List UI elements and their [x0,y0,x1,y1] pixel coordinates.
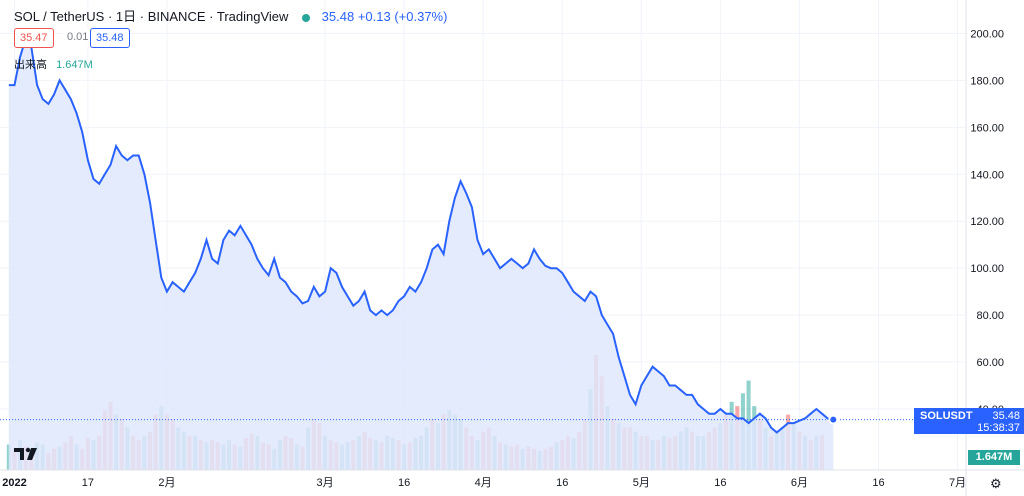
y-tick-label: 120.00 [970,216,1004,228]
price-tag-price: 35.48 [992,410,1020,422]
x-tick-label: 17 [82,477,94,489]
last-price: 35.48 [321,9,355,24]
x-tick-label: 16 [872,477,884,489]
volume-label: 出来高 [14,59,47,71]
y-tick-label: 100.00 [970,263,1004,275]
y-tick-label: 200.00 [970,28,1004,40]
price-change: +0.13 (+0.37%) [357,9,448,24]
price-axis[interactable]: 200.00 180.00 160.00 140.00 120.00 100.00 80.0… [965,0,1004,496]
volume-tag: 1.647M [968,450,1020,465]
x-tick-label: 4月 [475,477,492,489]
x-tick-label: 16 [398,477,410,489]
tradingview-logo-icon[interactable] [14,444,44,462]
y-tick-label: 140.00 [970,169,1004,181]
separator: · [209,9,217,24]
separator: · [139,9,148,24]
spread-value: 0.01 [62,28,94,46]
price-area-fill [8,38,834,470]
x-tick-label: 5月 [633,477,650,489]
time-axis[interactable]: 2022 17 2月 3月 16 4月 16 5月 16 6月 16 7月 [0,469,1024,489]
price-line [8,35,834,434]
x-tick-label: 16 [714,477,726,489]
exchange: BINANCE [147,9,206,24]
x-tick-label: 2月 [158,477,175,489]
x-tick-label: 16 [556,477,568,489]
x-tick-label: 7月 [949,477,966,489]
symbol-name[interactable]: SOL / TetherUS [14,9,105,24]
x-tick-label: 6月 [791,477,808,489]
market-status-icon [302,13,311,22]
data-source: TradingView [216,9,289,24]
last-price-dot [828,414,839,425]
y-tick-label: 180.00 [970,75,1004,87]
y-tick-label: 80.00 [976,310,1004,322]
chart-header: SOL / TetherUS · 1日 · BINANCE · TradingV… [14,6,447,25]
x-tick-label: 3月 [316,477,333,489]
x-tick-label: 2022 [2,477,26,489]
sell-button[interactable]: 35.47 [14,28,54,48]
y-tick-label: 60.00 [976,357,1004,369]
separator: · [107,9,116,24]
buy-button[interactable]: 35.48 [90,28,130,48]
settings-gear-icon[interactable]: ⚙ [990,476,1002,491]
bar-countdown: 15:38:37 [977,422,1020,434]
last-price-tag: SOLUSDT 35.48 15:38:37 [914,408,1024,434]
volume-legend: 出来高 1.647M [14,56,93,72]
interval[interactable]: 1日 [115,9,137,24]
volume-value: 1.647M [56,59,93,71]
price-tag-symbol: SOLUSDT [920,410,973,422]
y-tick-label: 160.00 [970,122,1004,134]
